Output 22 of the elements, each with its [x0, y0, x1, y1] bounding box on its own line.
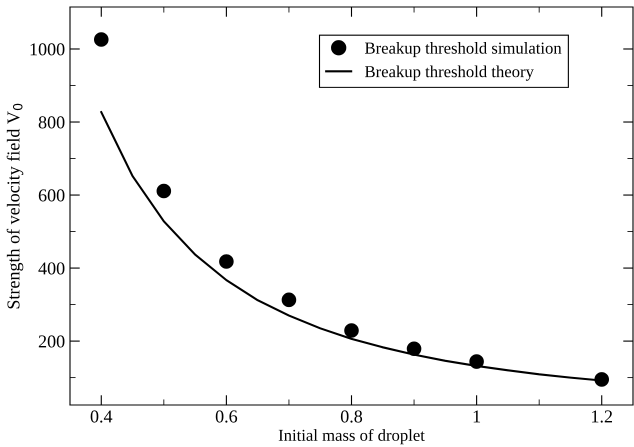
x-tick-label: 1 [474, 410, 480, 422]
legend-label: Breakup threshold simulation [364, 42, 562, 58]
x-tick-label: 0.6 [216, 410, 238, 423]
x-tick-label: 0.8 [340, 410, 362, 423]
point [282, 292, 296, 308]
y-tick-label: 200 [38, 335, 64, 348]
point [219, 254, 234, 269]
point [469, 354, 484, 369]
y-tick-label: 600 [38, 189, 64, 202]
x-tick-label: 1.2 [592, 410, 612, 423]
point [94, 32, 109, 47]
point [344, 323, 359, 338]
legend-label: Breakup threshold theory [364, 66, 534, 81]
point [594, 372, 610, 387]
x-tick-label: 0.4 [90, 410, 112, 423]
point [406, 341, 422, 356]
y-tick-label: 400 [38, 262, 64, 275]
y-axis-title: Strength of velocity field V$_{0}$ [6, 104, 24, 308]
x-axis-title: Initial mass of droplet [278, 429, 425, 444]
y-tick-label: 800 [38, 116, 64, 128]
point [156, 184, 172, 198]
y-tick-label: 1000 [30, 43, 64, 56]
